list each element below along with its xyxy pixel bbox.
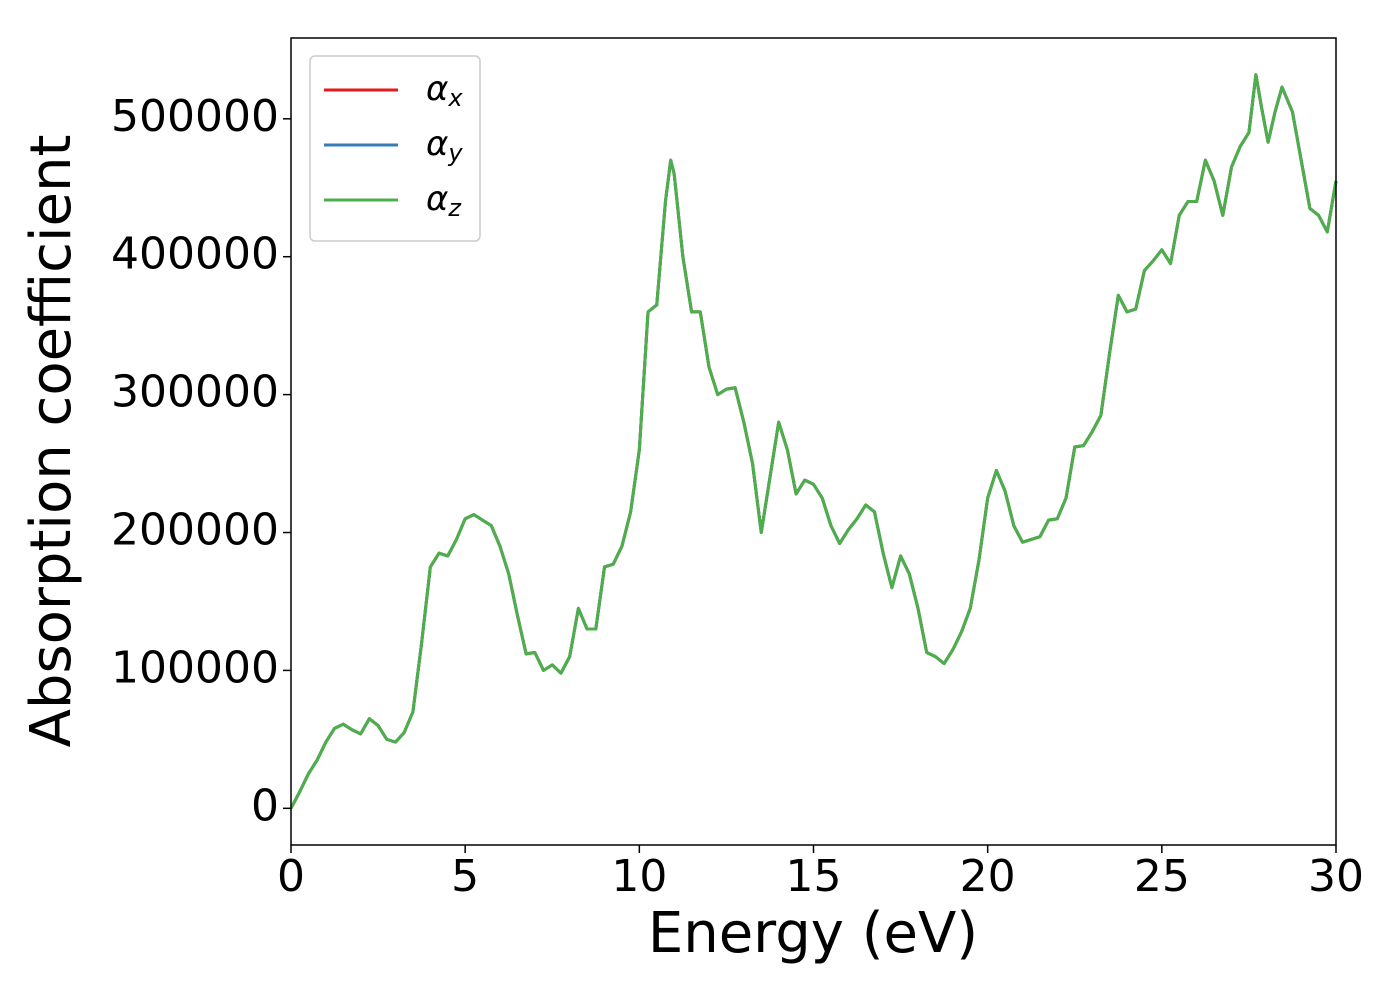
legend-subscript: z <box>447 194 462 222</box>
legend-box <box>309 55 481 242</box>
y-tick-label: 300000 <box>111 367 279 418</box>
x-tick-label: 30 <box>1308 851 1364 902</box>
x-tick-label: 15 <box>786 851 842 902</box>
y-tick-label: 0 <box>251 780 279 831</box>
legend-subscript: y <box>447 139 463 167</box>
y-tick-label: 400000 <box>111 229 279 280</box>
x-tick-label: 25 <box>1134 851 1190 902</box>
line-series <box>289 73 1338 810</box>
legend-symbol: α <box>426 124 448 164</box>
y-tick-label: 100000 <box>111 642 279 693</box>
y-tick-label: 500000 <box>111 91 279 142</box>
x-tick-label: 10 <box>611 851 667 902</box>
legend-symbol: α <box>426 69 448 109</box>
legend-label: αz <box>426 179 462 223</box>
plot-frame <box>290 37 1337 846</box>
x-axis-label: Energy (eV) <box>648 901 978 966</box>
legend-subscript: x <box>447 84 463 112</box>
x-tick-label: 20 <box>960 851 1016 902</box>
y-tick-label: 200000 <box>111 505 279 556</box>
x-tick-label: 5 <box>451 851 479 902</box>
legend-label: αx <box>426 69 463 113</box>
legend-symbol: α <box>426 179 448 219</box>
y-axis-label: Absorption coefficient <box>19 135 84 748</box>
x-tick-label: 0 <box>277 851 305 902</box>
legend-label: αy <box>426 124 463 168</box>
